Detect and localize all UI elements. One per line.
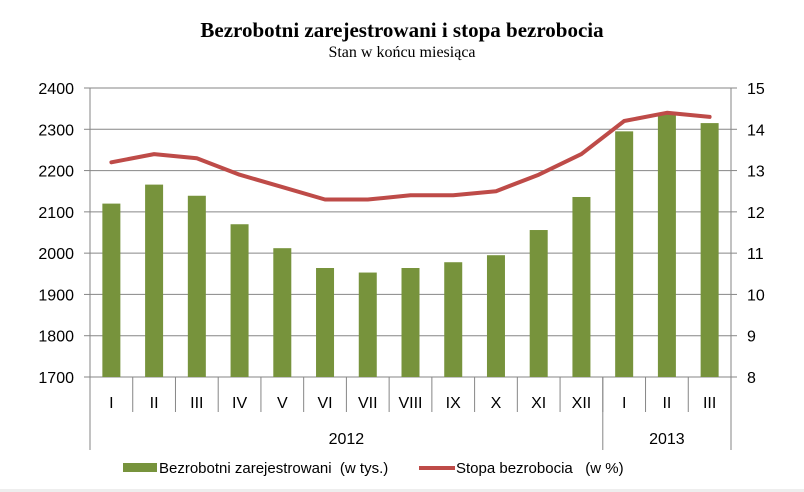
category-label: XII	[572, 395, 592, 412]
legend-bar-label: Bezrobotni zarejestrowani (w tys.)	[159, 460, 388, 477]
bar	[572, 196, 591, 377]
bar	[529, 230, 548, 377]
category-label: III	[703, 395, 716, 412]
category-label: I	[109, 395, 113, 412]
left-axis-tick-label: 2000	[38, 246, 74, 263]
left-axis-tick-label: 1900	[38, 287, 74, 304]
category-label: III	[190, 395, 203, 412]
right-axis-tick-label: 14	[747, 122, 765, 139]
category-label: V	[277, 395, 288, 412]
right-axis-tick-label: 8	[747, 370, 756, 387]
left-axis-tick-label: 2100	[38, 205, 74, 222]
category-label: VII	[358, 395, 378, 412]
bar	[615, 131, 634, 377]
bar	[657, 114, 676, 378]
left-axis-tick-label: 1700	[38, 370, 74, 387]
legend-line-label: Stopa bezrobocia (w %)	[456, 460, 624, 477]
bar	[273, 248, 292, 377]
bar	[401, 268, 420, 377]
right-axis-tick-label: 11	[747, 246, 764, 263]
left-axis-tick-label: 1800	[38, 329, 74, 346]
bar	[444, 262, 463, 377]
bar	[102, 203, 121, 377]
right-axis-tick-label: 12	[747, 205, 765, 222]
category-label: II	[662, 395, 671, 412]
right-axis-tick-label: 15	[747, 81, 765, 98]
right-axis-tick-label: 10	[747, 287, 765, 304]
unemployment-rate-line	[109, 110, 712, 202]
right-axis-tick-label: 13	[747, 164, 765, 181]
category-label: I	[622, 395, 626, 412]
bar	[145, 184, 164, 377]
bar	[700, 123, 719, 377]
bottom-strip	[0, 489, 804, 492]
left-axis-tick-label: 2400	[38, 81, 74, 98]
year-group-label: 2012	[329, 431, 365, 448]
right-axis-tick-label: 9	[747, 329, 756, 346]
category-label: IX	[446, 395, 461, 412]
chart-subtitle: Stan w końcu miesiąca	[328, 44, 476, 61]
chart-title: Bezrobotni zarejestrowani i stopa bezrob…	[200, 18, 604, 42]
left-axis-tick-label: 2300	[38, 122, 74, 139]
bar	[486, 255, 505, 377]
category-label: VI	[317, 395, 332, 412]
category-label: X	[491, 395, 502, 412]
bar	[230, 224, 249, 377]
category-label: II	[150, 395, 159, 412]
bar	[187, 195, 206, 377]
left-axis-tick-label: 2200	[38, 164, 74, 181]
bar	[316, 268, 335, 377]
category-label: VIII	[398, 395, 422, 412]
category-label: IV	[232, 395, 247, 412]
bar	[358, 272, 377, 377]
year-group-label: 2013	[649, 431, 685, 448]
category-label: XI	[531, 395, 546, 412]
legend-bar-swatch	[123, 463, 157, 472]
